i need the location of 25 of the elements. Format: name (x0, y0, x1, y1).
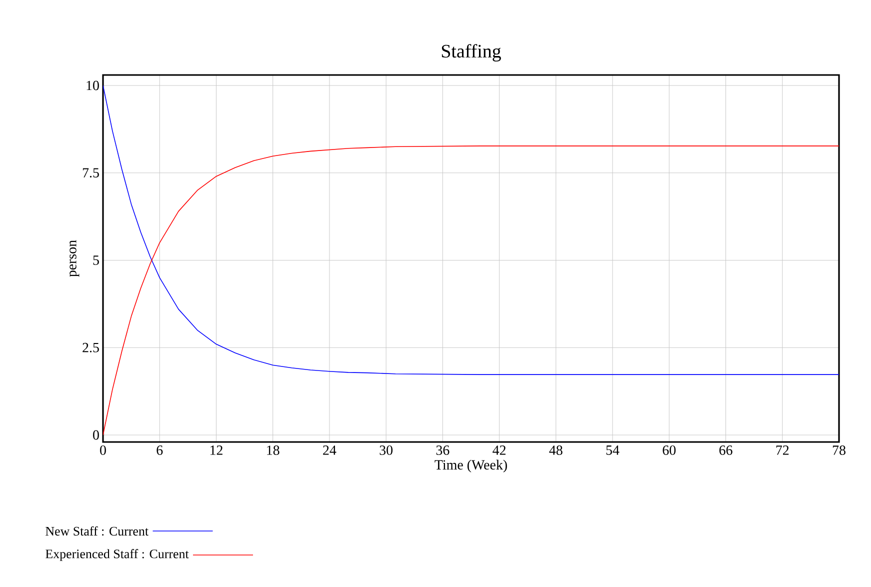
x-tick-label: 54 (606, 446, 620, 455)
x-tick-label: 30 (380, 446, 393, 455)
x-tick-label: 78 (832, 446, 846, 455)
x-tick-label: 12 (210, 446, 222, 455)
x-tick-label: 72 (776, 446, 789, 455)
x-tick-label: 48 (549, 446, 562, 455)
x-tick-label: 24 (323, 446, 336, 455)
chart-title: Staffing (442, 44, 501, 62)
x-tick-label: 42 (492, 446, 506, 455)
x-tick-label: 36 (436, 446, 450, 455)
y-tick-label: 10 (86, 80, 99, 90)
y-axis-title: person (70, 240, 80, 277)
y-tick-label: 7.5 (82, 168, 99, 178)
y-tick-label: 0 (93, 430, 99, 440)
x-tick-label: 18 (267, 446, 280, 455)
y-tick-label: 5 (93, 256, 99, 265)
x-tick-label: 66 (719, 446, 732, 455)
x-tick-label: 6 (156, 446, 163, 455)
line-series (103, 85, 840, 375)
legend-label: New Staff : Current (46, 526, 148, 536)
y-tick-label: 2.5 (82, 342, 99, 352)
x-axis-title: Time (Week) (434, 460, 507, 472)
x-tick-label: 60 (662, 446, 676, 455)
legend-label: Experienced Staff : Current (46, 549, 189, 561)
x-tick-label: 0 (100, 446, 106, 455)
